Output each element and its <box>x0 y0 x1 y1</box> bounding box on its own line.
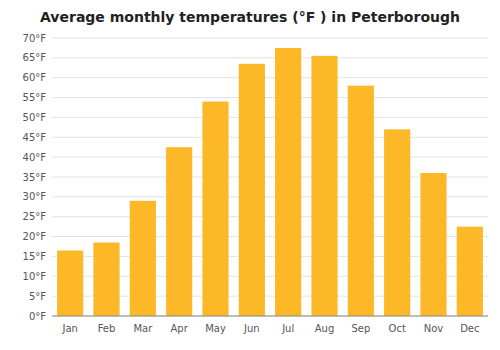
x-tick-label: Oct <box>389 323 406 334</box>
bar <box>93 243 119 316</box>
bar <box>202 102 228 316</box>
x-tick-label: May <box>205 323 226 334</box>
y-tick-label: 40°F <box>23 152 47 163</box>
y-tick-label: 10°F <box>23 271 47 282</box>
y-tick-label: 25°F <box>23 211 47 222</box>
chart: Average monthly temperatures (°F ) in Pe… <box>0 0 500 350</box>
x-tick-label: Feb <box>98 323 116 334</box>
bar <box>130 201 156 316</box>
bars <box>57 48 483 316</box>
grid-line <box>52 38 488 39</box>
grid-line <box>52 97 488 98</box>
y-tick-label: 45°F <box>23 132 47 143</box>
bar <box>384 129 410 316</box>
y-axis: 0°F 5°F 10°F 15°F 20°F 25°F 30°F 35°F 40°F 45°F 50… <box>23 33 47 322</box>
grid-line <box>52 57 488 58</box>
grid-line <box>52 316 488 317</box>
x-tick-label: Sep <box>351 323 370 334</box>
x-tick-label: Aug <box>315 323 335 334</box>
y-tick-label: 65°F <box>23 52 47 63</box>
grid-line <box>52 117 488 118</box>
x-tick-label: Nov <box>424 323 444 334</box>
y-tick-label: 60°F <box>23 72 47 83</box>
y-tick-label: 30°F <box>23 191 47 202</box>
chart-container: Average monthly temperatures (°F ) in Pe… <box>0 0 500 350</box>
bar <box>311 56 337 316</box>
bar <box>348 86 374 316</box>
grid-line <box>52 77 488 78</box>
x-axis: Jan Feb Mar Apr May Jun Jul Aug Sep Oct Nov Dec <box>52 316 488 334</box>
grid <box>52 38 488 316</box>
y-tick-label: 55°F <box>23 92 47 103</box>
title: Average monthly temperatures (°F ) in Pe… <box>40 9 460 25</box>
x-tick-label: Dec <box>460 323 479 334</box>
x-axis-line <box>52 316 488 317</box>
x-tick-label: Apr <box>171 323 189 334</box>
y-tick-label: 15°F <box>23 251 47 262</box>
x-tick-label: Jan <box>61 323 77 334</box>
y-tick-label: 0°F <box>29 311 46 322</box>
y-tick-label: 50°F <box>23 112 47 123</box>
bar <box>420 173 446 316</box>
x-tick-label: Mar <box>133 323 153 334</box>
grid-line <box>52 157 488 158</box>
bar <box>275 48 301 316</box>
bar <box>239 64 265 316</box>
y-tick-label: 20°F <box>23 231 47 242</box>
bar <box>457 227 483 316</box>
y-tick-label: 35°F <box>23 172 47 183</box>
grid-line <box>52 137 488 138</box>
x-tick-label: Jun <box>243 323 260 334</box>
y-tick-label: 5°F <box>29 291 46 302</box>
bar <box>57 250 83 316</box>
bar <box>166 147 192 316</box>
y-tick-label: 70°F <box>23 33 47 44</box>
x-tick-label: Jul <box>281 323 294 334</box>
